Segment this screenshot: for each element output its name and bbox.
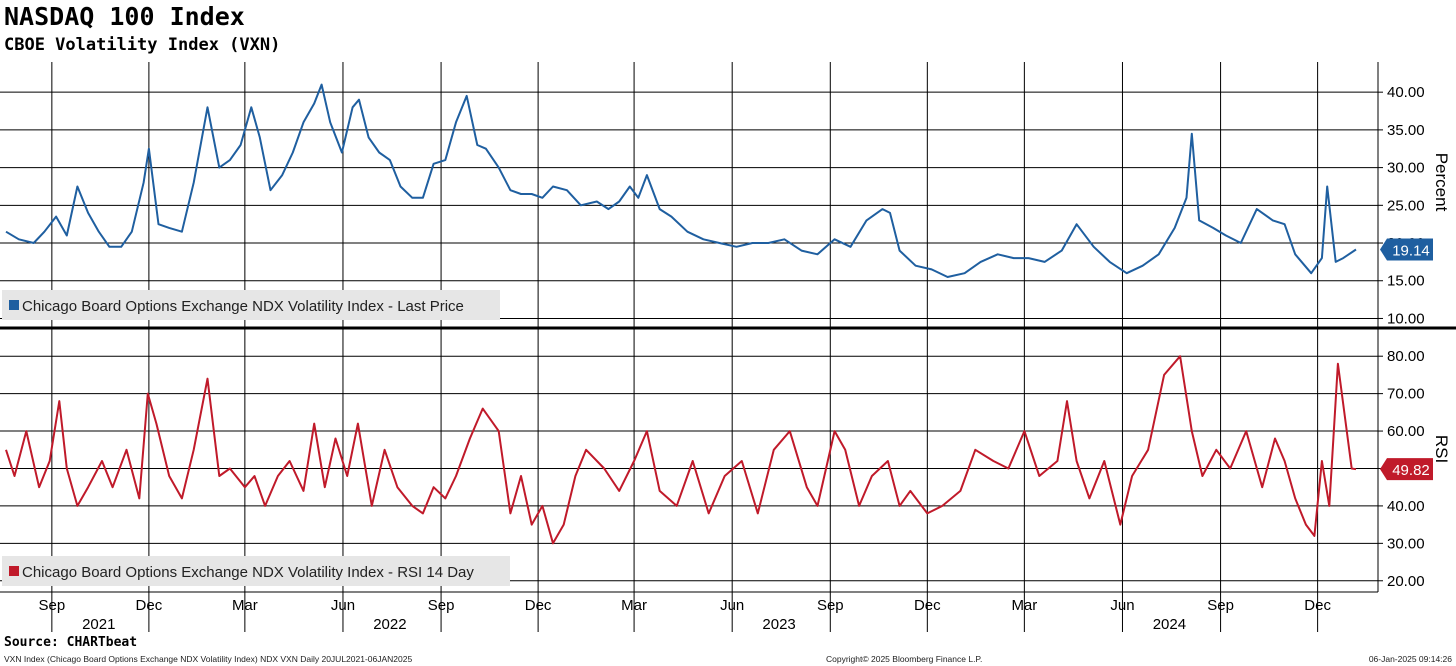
y-tick-label: 30.00 bbox=[1387, 160, 1425, 177]
x-year-label: 2021 bbox=[82, 616, 115, 633]
lower-panel-grid bbox=[0, 355, 1383, 582]
upper-panel-grid bbox=[0, 91, 1383, 319]
x-tick-label: Dec bbox=[525, 597, 552, 614]
x-tick-label: Dec bbox=[136, 597, 163, 614]
legend-swatch bbox=[9, 300, 19, 310]
upper-panel-series bbox=[5, 83, 1357, 278]
y-tick-label: 25.00 bbox=[1387, 197, 1425, 214]
x-tick-label: Jun bbox=[720, 597, 744, 614]
x-tick-label: Sep bbox=[39, 597, 66, 614]
y-tick-label: 40.00 bbox=[1387, 498, 1425, 515]
chart-title: NASDAQ 100 Index bbox=[4, 2, 245, 31]
x-tick-label: Dec bbox=[914, 597, 941, 614]
last-value-label: 19.14 bbox=[1392, 243, 1430, 260]
legend-label: Chicago Board Options Exchange NDX Volat… bbox=[22, 564, 474, 581]
x-tick-label: Mar bbox=[232, 597, 258, 614]
y-tick-label: 80.00 bbox=[1387, 348, 1425, 365]
legend: Chicago Board Options Exchange NDX Volat… bbox=[2, 556, 510, 586]
legend-swatch bbox=[9, 566, 19, 576]
x-year-label: 2023 bbox=[762, 616, 795, 633]
x-tick-label: Mar bbox=[1011, 597, 1037, 614]
y-tick-label: 70.00 bbox=[1387, 386, 1425, 403]
y-tick-label: 40.00 bbox=[1387, 84, 1425, 101]
x-year-label: 2024 bbox=[1153, 616, 1186, 633]
y-axis-label: RSI bbox=[1432, 435, 1451, 463]
footer-description: VXN Index (Chicago Board Options Exchang… bbox=[4, 654, 413, 664]
x-tick-label: Dec bbox=[1304, 597, 1331, 614]
x-tick-label: Sep bbox=[428, 597, 455, 614]
x-year-label: 2022 bbox=[373, 616, 406, 633]
last-value-tag: 49.82 bbox=[1380, 458, 1433, 481]
legend-background bbox=[2, 556, 510, 586]
footer-timestamp: 06-Jan-2025 09:14:26 bbox=[1368, 654, 1452, 664]
chart-subtitle: CBOE Volatility Index (VXN) bbox=[4, 35, 281, 55]
source-note: Source: CHARTbeat bbox=[4, 635, 138, 650]
legend-label: Chicago Board Options Exchange NDX Volat… bbox=[22, 298, 464, 315]
x-tick-label: Jun bbox=[1110, 597, 1134, 614]
lower-panel-series bbox=[5, 355, 1357, 545]
footer-copyright: Copyright© 2025 Bloomberg Finance L.P. bbox=[826, 654, 983, 664]
y-axis-label: Percent bbox=[1432, 153, 1451, 212]
vertical-gridlines bbox=[51, 62, 1319, 632]
y-tick-label: 30.00 bbox=[1387, 535, 1425, 552]
legend-background bbox=[2, 290, 500, 320]
y-tick-label: 20.00 bbox=[1387, 573, 1425, 590]
y-tick-label: 35.00 bbox=[1387, 122, 1425, 139]
legend: Chicago Board Options Exchange NDX Volat… bbox=[2, 290, 500, 320]
legends: Chicago Board Options Exchange NDX Volat… bbox=[2, 290, 510, 586]
last-value-tag: 19.14 bbox=[1380, 238, 1433, 261]
price-series-line bbox=[5, 83, 1357, 278]
y-tick-label: 10.00 bbox=[1387, 310, 1425, 327]
x-tick-label: Jun bbox=[331, 597, 355, 614]
rsi-series-line bbox=[5, 355, 1357, 545]
x-tick-label: Sep bbox=[1207, 597, 1234, 614]
x-tick-label: Mar bbox=[621, 597, 647, 614]
x-tick-label: Sep bbox=[817, 597, 844, 614]
last-value-label: 49.82 bbox=[1392, 462, 1430, 479]
y-tick-label: 60.00 bbox=[1387, 423, 1425, 440]
axes: Sep Dec Mar Jun Sep Dec Mar Jun Sep Dec Mar Jun Sep D… bbox=[0, 62, 1456, 633]
y-tick-label: 15.00 bbox=[1387, 273, 1425, 290]
